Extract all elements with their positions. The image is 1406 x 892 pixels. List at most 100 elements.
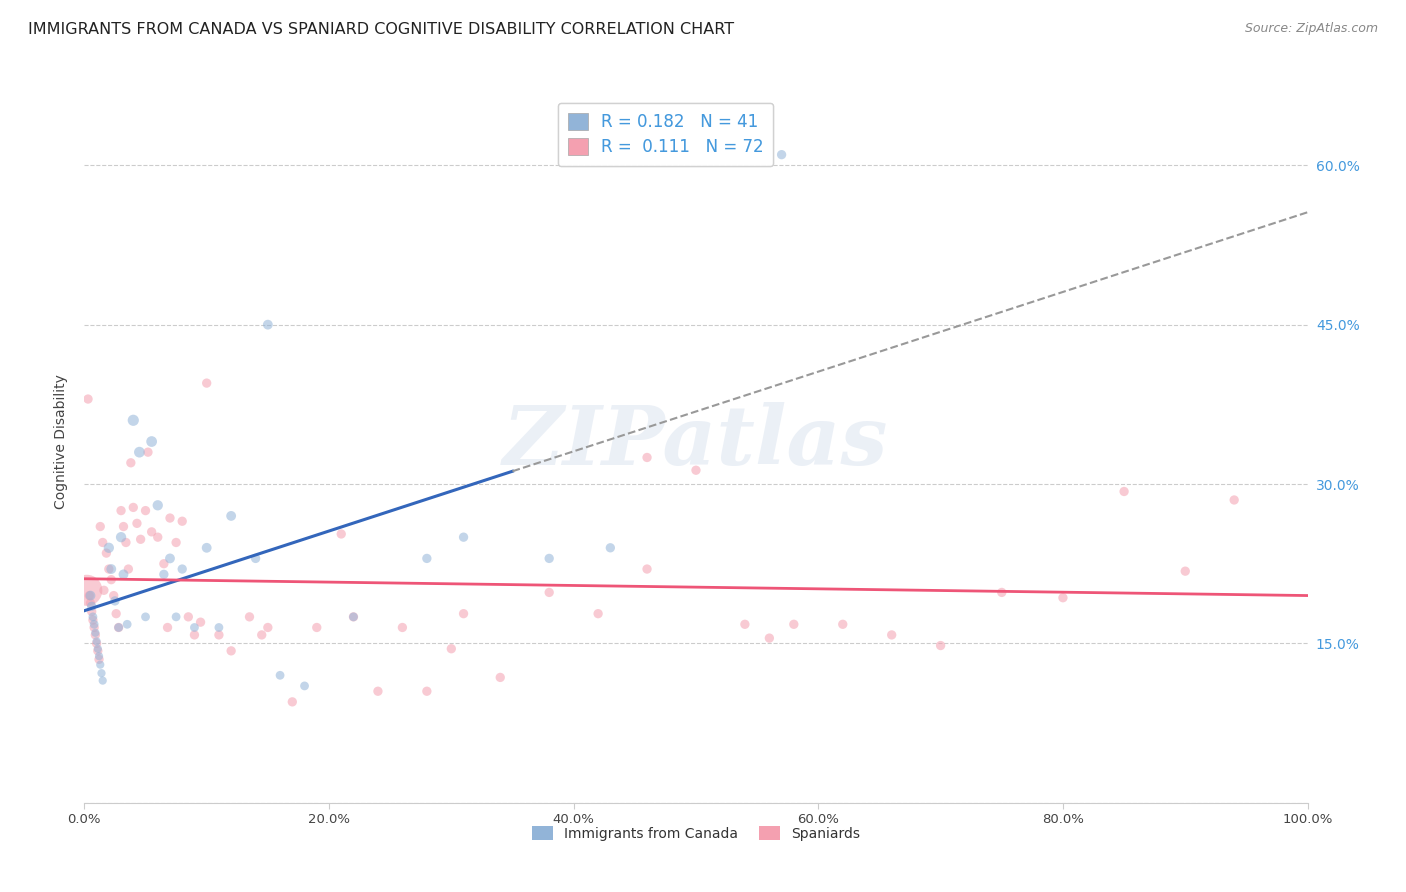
Point	[453, 607, 475, 621]
Point	[416, 684, 439, 698]
Point	[183, 620, 205, 634]
Point	[80, 605, 103, 619]
Point	[195, 376, 218, 390]
Point	[159, 511, 181, 525]
Point	[257, 620, 280, 634]
Point	[83, 620, 105, 634]
Point	[831, 617, 853, 632]
Point	[115, 617, 138, 632]
Point	[156, 620, 179, 634]
Legend: R = 0.182   N = 41, R =  0.111   N = 72: R = 0.182 N = 41, R = 0.111 N = 72	[558, 103, 773, 166]
Point	[135, 610, 157, 624]
Point	[172, 514, 194, 528]
Point	[103, 589, 125, 603]
Point	[195, 541, 218, 555]
Point	[391, 620, 413, 634]
Point	[257, 318, 280, 332]
Point	[685, 463, 707, 477]
Y-axis label: Cognitive Disability: Cognitive Disability	[55, 374, 69, 509]
Point	[538, 585, 561, 599]
Point	[599, 541, 621, 555]
Point	[135, 503, 157, 517]
Point	[165, 535, 187, 549]
Point	[110, 503, 132, 517]
Point	[96, 546, 118, 560]
Point	[250, 628, 273, 642]
Point	[172, 562, 194, 576]
Point	[112, 567, 135, 582]
Point	[146, 498, 169, 512]
Point	[141, 434, 163, 449]
Point	[342, 610, 364, 624]
Point	[1174, 564, 1197, 578]
Text: IMMIGRANTS FROM CANADA VS SPANIARD COGNITIVE DISABILITY CORRELATION CHART: IMMIGRANTS FROM CANADA VS SPANIARD COGNI…	[28, 22, 734, 37]
Point	[153, 567, 176, 582]
Point	[107, 620, 129, 634]
Point	[79, 596, 101, 610]
Point	[245, 551, 267, 566]
Point	[105, 607, 128, 621]
Point	[1052, 591, 1074, 605]
Point	[104, 594, 127, 608]
Point	[929, 639, 952, 653]
Point	[734, 617, 756, 632]
Point	[783, 617, 806, 632]
Point	[153, 557, 176, 571]
Point	[82, 613, 104, 627]
Point	[87, 641, 110, 656]
Point	[489, 670, 512, 684]
Point	[93, 583, 115, 598]
Point	[77, 392, 100, 406]
Point	[77, 589, 100, 603]
Point	[86, 634, 108, 648]
Point	[120, 456, 142, 470]
Point	[84, 625, 107, 640]
Point	[758, 631, 780, 645]
Point	[83, 617, 105, 632]
Point	[880, 628, 903, 642]
Point	[183, 628, 205, 642]
Point	[636, 450, 658, 465]
Text: ZIPatlas: ZIPatlas	[503, 401, 889, 482]
Point	[125, 516, 148, 531]
Point	[991, 585, 1014, 599]
Point	[141, 524, 163, 539]
Point	[87, 644, 110, 658]
Point	[1223, 493, 1246, 508]
Point	[269, 668, 291, 682]
Point	[129, 533, 152, 547]
Point	[90, 666, 112, 681]
Text: Source: ZipAtlas.com: Source: ZipAtlas.com	[1244, 22, 1378, 36]
Point	[636, 562, 658, 576]
Point	[177, 610, 200, 624]
Point	[100, 562, 122, 576]
Point	[208, 620, 231, 634]
Point	[416, 551, 439, 566]
Point	[91, 535, 114, 549]
Point	[538, 551, 561, 566]
Point	[294, 679, 316, 693]
Point	[159, 551, 181, 566]
Point	[453, 530, 475, 544]
Point	[770, 147, 793, 161]
Point	[89, 657, 111, 672]
Point	[219, 508, 242, 523]
Point	[305, 620, 328, 634]
Point	[1114, 484, 1136, 499]
Point	[342, 610, 364, 624]
Point	[586, 607, 609, 621]
Point	[107, 620, 129, 634]
Point	[367, 684, 389, 698]
Point	[86, 636, 108, 650]
Point	[146, 530, 169, 544]
Point	[330, 527, 353, 541]
Point	[115, 535, 138, 549]
Point	[117, 562, 139, 576]
Point	[97, 541, 120, 555]
Point	[82, 610, 104, 624]
Point	[110, 530, 132, 544]
Point	[112, 519, 135, 533]
Point	[165, 610, 187, 624]
Point	[128, 445, 150, 459]
Point	[97, 562, 120, 576]
